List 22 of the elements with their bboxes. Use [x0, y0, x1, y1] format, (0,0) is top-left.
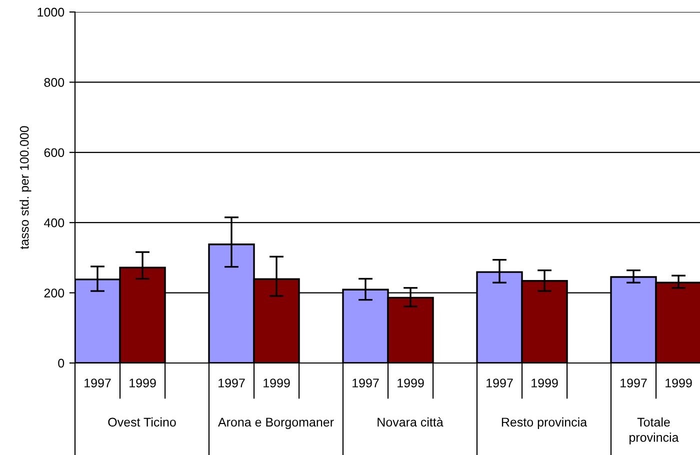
text: 1999 [666, 378, 692, 388]
text: 1999 [532, 378, 558, 388]
x-tick-label: Arona e Borgomaner [218, 418, 334, 430]
text: 1997 [218, 378, 245, 388]
y-tick-label: 400 [44, 218, 64, 228]
series-label: 1999 [130, 378, 156, 388]
x-tick-label: Totale provincia [630, 417, 679, 444]
y-axis-title: tasso std. per 100.000 [20, 126, 32, 250]
text: 1997 [352, 378, 379, 388]
y-tick-label: 800 [44, 78, 64, 87]
y-tick-label: 600 [44, 148, 64, 158]
y-tick-label: 200 [44, 288, 64, 298]
x-tick-label: Resto provincia [502, 417, 588, 430]
text: 1997 [486, 378, 513, 388]
y-tick-label: 0 [58, 358, 64, 368]
x-tick-label: Ovest Ticino [108, 417, 176, 427]
y-tick-label: 1000 [38, 8, 64, 17]
series-label: 1997 [84, 378, 111, 388]
text: 1999 [398, 378, 424, 388]
text: 1997 [620, 378, 647, 388]
x-tick-label: Novara città [378, 417, 444, 427]
text: 1999 [264, 378, 290, 388]
